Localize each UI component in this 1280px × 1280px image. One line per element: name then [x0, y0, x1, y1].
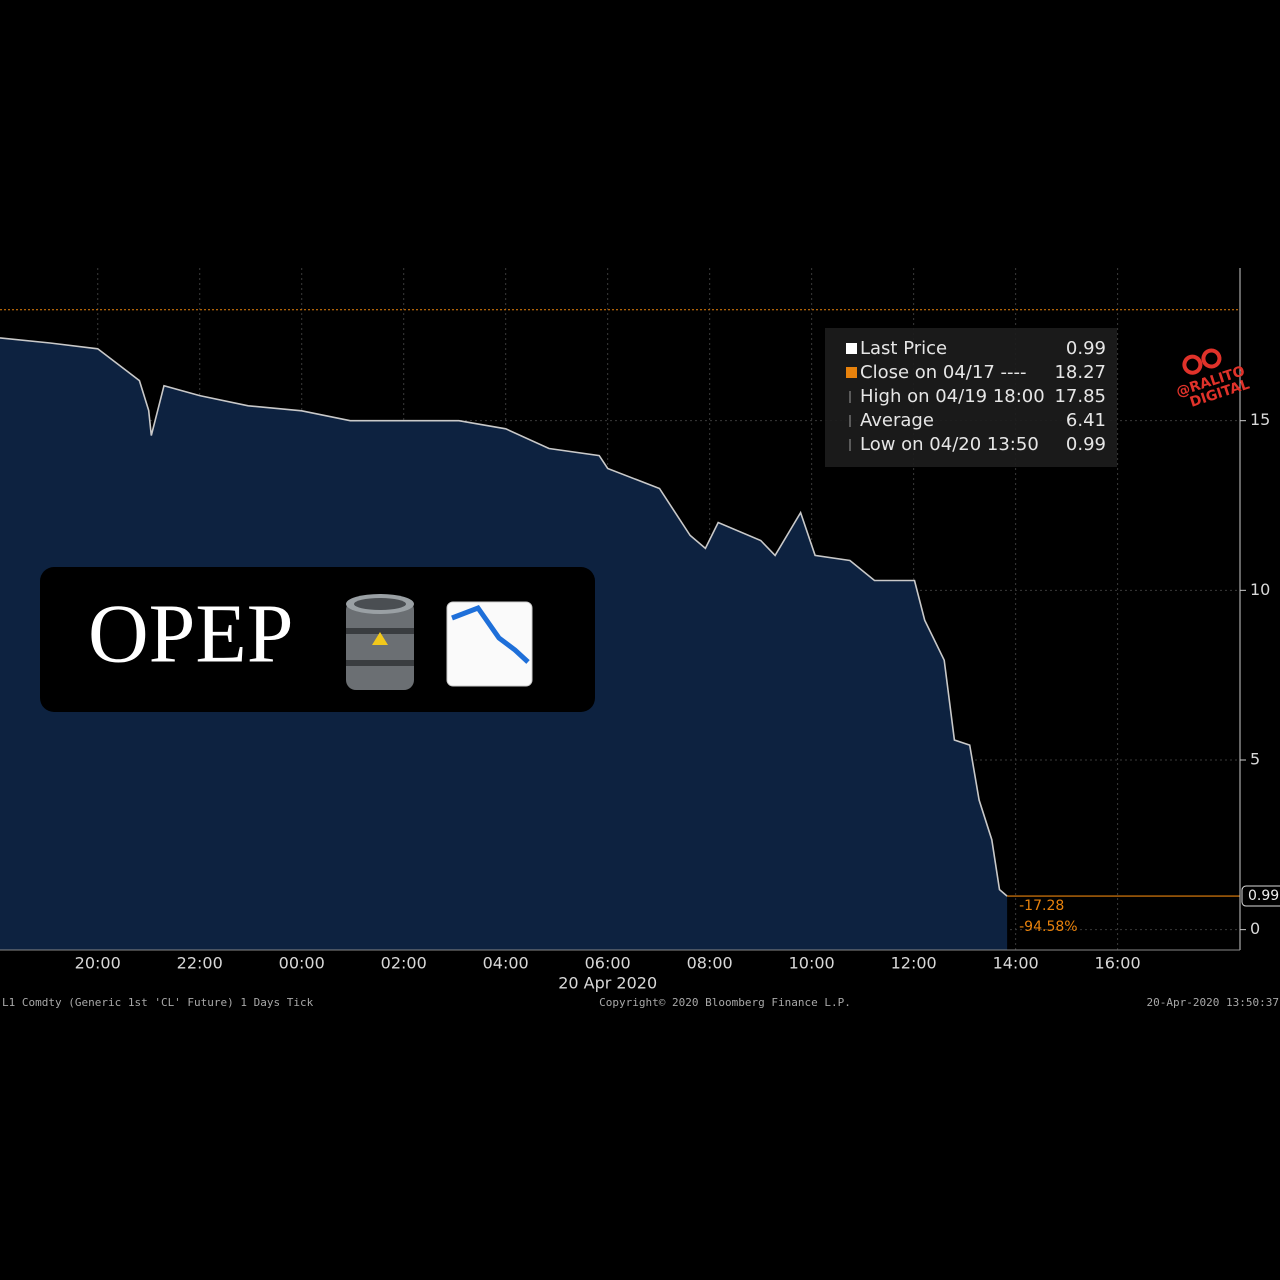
legend-label: Last Price [860, 338, 947, 359]
footer-right: 20-Apr-2020 13:50:37 [1147, 996, 1279, 1009]
date-label: 20 Apr 2020 [558, 974, 657, 993]
last-price-box [1241, 885, 1280, 907]
legend-value: 0.99 [1066, 338, 1106, 359]
y-tick-label: 5 [1250, 749, 1260, 768]
y-tick-label: 15 [1250, 410, 1270, 429]
legend-value: 17.85 [1054, 386, 1106, 407]
overlay-text: OPEP [88, 587, 293, 680]
annotation: -17.28 [1019, 898, 1064, 914]
x-tick-label: 22:00 [177, 954, 223, 973]
legend-value: 0.99 [1066, 434, 1106, 455]
legend-label: Average [860, 410, 934, 431]
barrel-icon [346, 594, 414, 690]
last-price-label: 0.99 [1248, 888, 1279, 904]
legend-box [825, 328, 1117, 467]
x-tick-label: 04:00 [483, 954, 529, 973]
x-tick-label: 14:00 [993, 954, 1039, 973]
legend-value: 18.27 [1054, 362, 1106, 383]
x-tick-label: 02:00 [381, 954, 427, 973]
x-tick-label: 00:00 [279, 954, 325, 973]
legend: Last Price 0.99 Close on 04/17 ---- 18.27 Hi… [846, 338, 1106, 455]
legend-value: 6.41 [1066, 410, 1106, 431]
x-tick-label: 10:00 [789, 954, 835, 973]
footer-center: Copyright© 2020 Bloomberg Finance L.P. [599, 996, 851, 1009]
annotation: -94.58% [1019, 919, 1077, 935]
x-tick-label: 20:00 [75, 954, 121, 973]
chart-down-icon [446, 601, 533, 687]
legend-label: Low on 04/20 13:50 [860, 434, 1039, 455]
price-line [0, 337, 1008, 897]
x-tick-label: 08:00 [687, 954, 733, 973]
y-tick-label: 10 [1250, 580, 1270, 599]
legend-swatch [846, 343, 857, 354]
x-tick-label: 06:00 [585, 954, 631, 973]
x-tick-label: 12:00 [891, 954, 937, 973]
legend-label: Close on 04/17 ---- [860, 362, 1026, 383]
footer-left: L1 Comdty (Generic 1st 'CL' Future) 1 Da… [2, 996, 314, 1009]
x-tick-label: 16:00 [1095, 954, 1141, 973]
legend-swatch [846, 367, 857, 378]
y-tick-label: 0 [1250, 919, 1260, 938]
legend-label: High on 04/19 18:00 [860, 386, 1045, 407]
